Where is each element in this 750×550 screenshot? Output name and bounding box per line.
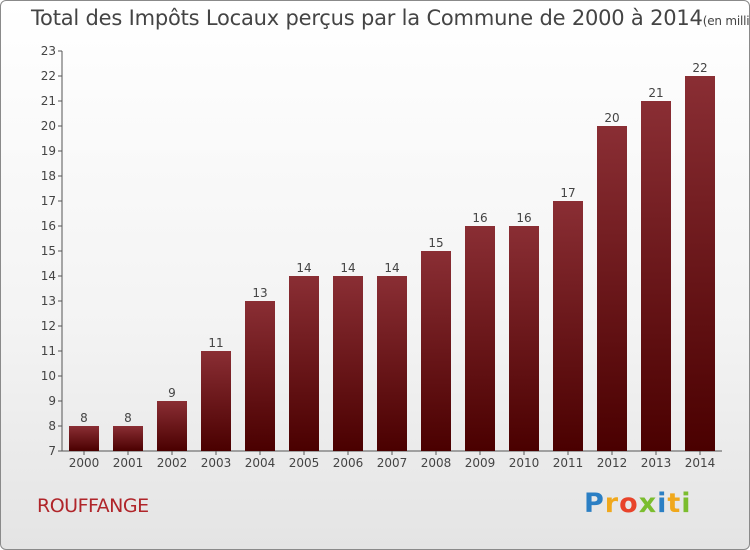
- x-tick-label: 2000: [69, 456, 100, 470]
- proxiti-logo: Proxiti: [584, 488, 692, 519]
- bar: [69, 426, 99, 451]
- x-tick-label: 2005: [289, 456, 320, 470]
- bar: [685, 76, 715, 451]
- x-tick-label: 2007: [377, 456, 408, 470]
- bar: [201, 351, 231, 451]
- x-tick-label: 2011: [553, 456, 584, 470]
- y-tick-label: 21: [41, 94, 56, 108]
- data-label: 13: [252, 286, 267, 300]
- data-label: 14: [296, 261, 311, 275]
- x-tick-label: 2013: [641, 456, 672, 470]
- x-tick-label: 2004: [245, 456, 276, 470]
- y-tick-label: 23: [41, 44, 56, 58]
- data-label: 14: [384, 261, 399, 275]
- bar: [465, 226, 495, 451]
- commune-name: ROUFFANGE: [37, 495, 149, 517]
- y-tick-label: 20: [41, 119, 56, 133]
- data-label: 22: [692, 61, 707, 75]
- x-tick-label: 2002: [157, 456, 188, 470]
- x-tick-label: 2001: [113, 456, 144, 470]
- x-tick-label: 2010: [509, 456, 540, 470]
- y-tick-label: 14: [41, 269, 56, 283]
- y-tick-label: 18: [41, 169, 56, 183]
- y-tick-label: 22: [41, 69, 56, 83]
- bar: [509, 226, 539, 451]
- logo-letter: o: [619, 488, 639, 519]
- data-label: 8: [124, 411, 132, 425]
- bar: [289, 276, 319, 451]
- bar: [421, 251, 451, 451]
- bar: [377, 276, 407, 451]
- chart-title-unit: (en milliers d'€): [702, 14, 750, 28]
- data-label: 20: [604, 111, 619, 125]
- x-tick-label: 2008: [421, 456, 452, 470]
- logo-letter: t: [667, 488, 682, 519]
- y-tick-label: 11: [41, 344, 56, 358]
- bar: [157, 401, 187, 451]
- bar: [245, 301, 275, 451]
- logo-letter: r: [604, 488, 620, 519]
- bar: [113, 426, 143, 451]
- logo-letter: i: [657, 488, 668, 519]
- y-tick-label: 7: [48, 444, 56, 458]
- chart-title-text: Total des Impôts Locaux perçus par la Co…: [31, 6, 703, 30]
- x-tick-label: 2014: [685, 456, 716, 470]
- chart-title: Total des Impôts Locaux perçus par la Co…: [31, 6, 750, 30]
- y-tick-label: 16: [41, 219, 56, 233]
- y-tick-label: 9: [48, 394, 56, 408]
- y-tick-label: 17: [41, 194, 56, 208]
- bar: [333, 276, 363, 451]
- logo-letter: x: [638, 488, 658, 519]
- x-tick-label: 2006: [333, 456, 364, 470]
- data-label: 16: [516, 211, 531, 225]
- data-label: 17: [560, 186, 575, 200]
- data-label: 15: [428, 236, 443, 250]
- data-label: 16: [472, 211, 487, 225]
- data-label: 14: [340, 261, 355, 275]
- logo-letter: i: [681, 488, 692, 519]
- y-tick-label: 19: [41, 144, 56, 158]
- bar: [641, 101, 671, 451]
- y-tick-label: 10: [41, 369, 56, 383]
- y-tick-label: 12: [41, 319, 56, 333]
- logo-letter: P: [584, 488, 605, 519]
- data-label: 9: [168, 386, 176, 400]
- y-tick-label: 8: [48, 419, 56, 433]
- x-tick-label: 2009: [465, 456, 496, 470]
- x-tick-label: 2012: [597, 456, 628, 470]
- y-tick-label: 13: [41, 294, 56, 308]
- data-label: 21: [648, 86, 663, 100]
- bar: [553, 201, 583, 451]
- y-tick-label: 15: [41, 244, 56, 258]
- x-tick-label: 2003: [201, 456, 232, 470]
- bar: [597, 126, 627, 451]
- data-label: 11: [208, 336, 223, 350]
- data-label: 8: [80, 411, 88, 425]
